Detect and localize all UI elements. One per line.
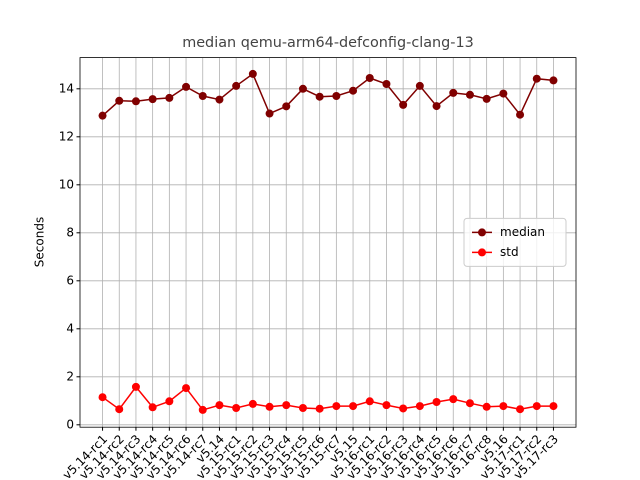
data-point	[198, 92, 207, 100]
data-point	[399, 100, 408, 109]
series-line	[102, 72, 554, 117]
data-point	[115, 96, 124, 105]
chart-title: median qemu-arm64-defconfig-clang-13	[182, 35, 474, 51]
data-point	[349, 402, 358, 411]
data-point	[549, 76, 558, 85]
data-point	[315, 404, 324, 413]
data-point	[131, 382, 140, 391]
data-point	[499, 89, 508, 98]
data-point	[399, 404, 408, 413]
data-point	[265, 402, 274, 411]
data-point	[415, 81, 424, 90]
data-point	[215, 401, 224, 410]
data-point	[332, 92, 341, 100]
data-point	[449, 395, 458, 404]
data-point	[382, 80, 391, 88]
legend-label: std	[500, 245, 519, 259]
data-point	[148, 95, 157, 104]
data-point	[232, 81, 241, 90]
data-point	[516, 110, 525, 119]
data-point	[432, 398, 441, 406]
data-point	[232, 404, 241, 412]
data-point	[182, 82, 191, 91]
data-point	[482, 94, 491, 103]
y-tick-label: 4	[66, 321, 74, 335]
y-tick-label: 10	[59, 177, 74, 191]
data-point	[516, 405, 525, 414]
data-point	[98, 393, 107, 402]
axes-frame	[79, 57, 577, 428]
y-tick-label: 8	[66, 225, 74, 239]
data-point	[165, 93, 174, 102]
data-point	[165, 397, 174, 406]
y-tick-label: 6	[66, 273, 74, 287]
data-point	[298, 404, 307, 412]
legend-box	[463, 217, 567, 267]
data-point	[465, 399, 474, 408]
data-point	[365, 397, 374, 406]
legend-marker	[478, 228, 486, 237]
data-point	[482, 402, 491, 411]
data-point	[499, 402, 508, 411]
data-point	[449, 88, 458, 97]
data-point	[131, 97, 140, 106]
data-point	[315, 92, 324, 101]
data-point	[182, 384, 191, 393]
data-point	[432, 102, 441, 111]
y-tick-label: 12	[59, 129, 74, 143]
data-point	[148, 403, 157, 412]
data-point	[115, 405, 124, 414]
y-tick-label: 0	[66, 417, 74, 431]
legend-marker	[478, 248, 486, 257]
data-point	[532, 402, 541, 411]
data-point	[415, 402, 424, 411]
data-point	[215, 95, 224, 104]
data-point	[365, 74, 374, 82]
data-point	[549, 402, 558, 411]
data-point	[282, 102, 291, 111]
legend-label: median	[500, 225, 545, 239]
data-point	[248, 399, 257, 408]
series-line	[102, 385, 554, 411]
y-tick-label: 14	[59, 81, 74, 95]
data-point	[382, 401, 391, 410]
data-point	[265, 109, 274, 118]
y-axis-label: Seconds	[33, 217, 47, 267]
data-point	[465, 90, 474, 99]
y-tick-label: 2	[66, 369, 74, 383]
data-point	[248, 69, 257, 78]
data-point	[298, 84, 307, 93]
data-point	[282, 401, 291, 410]
data-point	[332, 402, 341, 411]
data-point	[198, 405, 207, 414]
data-point	[532, 74, 541, 83]
data-point	[98, 111, 107, 120]
data-point	[349, 86, 358, 95]
